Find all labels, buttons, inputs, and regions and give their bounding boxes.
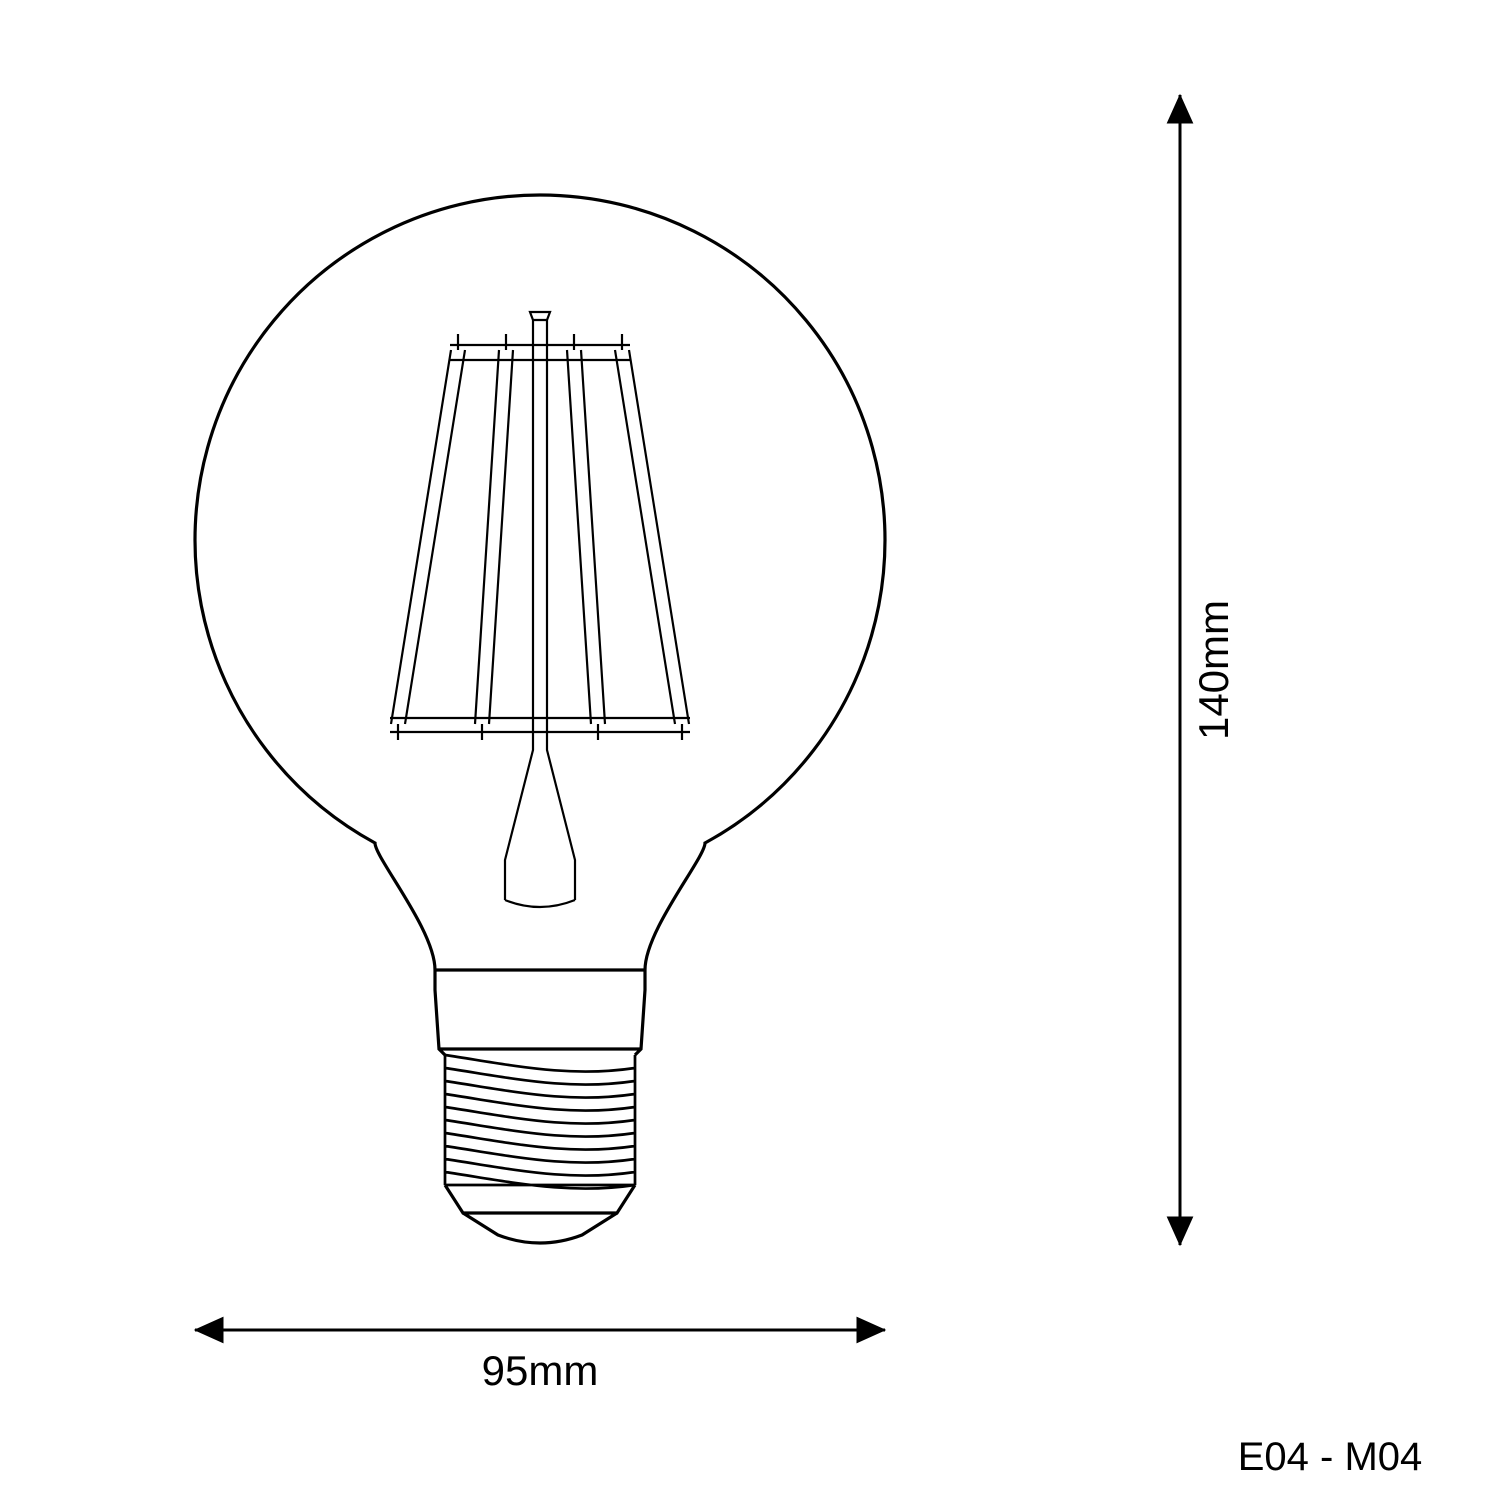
filament-assembly	[390, 312, 690, 907]
bulb-dimension-diagram: 95mm 140mm E04 - M04	[0, 0, 1500, 1500]
height-dimension-label: 140mm	[1190, 600, 1237, 740]
bulb-outline	[195, 195, 885, 1055]
width-dimension	[195, 1317, 885, 1342]
product-code-label: E04 - M04	[1238, 1435, 1423, 1479]
height-dimension	[1167, 95, 1192, 1245]
screw-threads	[445, 1055, 635, 1189]
width-dimension-label: 95mm	[482, 1347, 599, 1394]
contact-tip	[445, 1185, 635, 1243]
